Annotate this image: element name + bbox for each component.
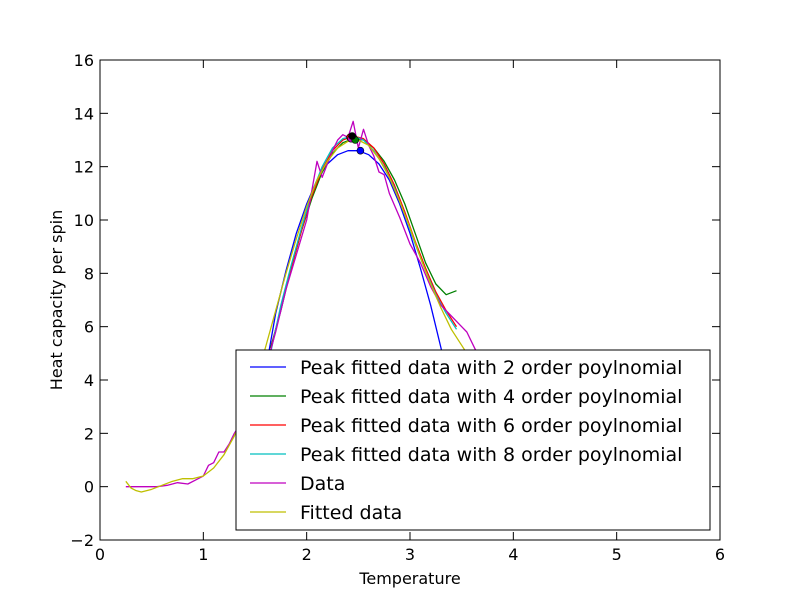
- y-axis-label: Heat capacity per spin: [47, 210, 66, 390]
- x-tick-label: 6: [715, 545, 725, 564]
- x-tick-label: 5: [612, 545, 622, 564]
- x-axis-label: Temperature: [358, 569, 460, 588]
- legend-label-4: Peak fitted data with 8 order poylnomial: [300, 444, 682, 466]
- x-tick-label: 2: [302, 545, 312, 564]
- y-tick-label: 2: [84, 424, 94, 443]
- y-tick-label: 12: [74, 158, 94, 177]
- legend-label-5: Data: [300, 473, 345, 495]
- x-tick-label: 0: [95, 545, 105, 564]
- y-tick-label: 4: [84, 371, 94, 390]
- peak-marker-5: [356, 146, 365, 155]
- legend-box: [235, 349, 711, 531]
- x-tick-label: 3: [405, 545, 415, 564]
- legend-label-6: Fitted data: [300, 502, 402, 524]
- legend-label-1: Peak fitted data with 2 order poylnomial: [300, 357, 682, 379]
- y-tick-label: 0: [84, 478, 94, 497]
- legend-label-2: Peak fitted data with 4 order poylnomial: [300, 386, 682, 408]
- x-tick-label: 4: [508, 545, 518, 564]
- y-tick-label: −2: [70, 531, 94, 550]
- legend-label-3: Peak fitted data with 6 order poylnomial: [300, 415, 682, 437]
- y-tick-label: 8: [84, 264, 94, 283]
- peak-marker-6: [348, 132, 356, 140]
- series-line-3: [269, 135, 458, 351]
- y-tick-label: 6: [84, 318, 94, 337]
- series-line-6: [125, 139, 483, 493]
- y-tick-label: 14: [74, 104, 94, 123]
- legend: Peak fitted data with 2 order poylnomial…: [235, 349, 711, 531]
- y-tick-label: 10: [74, 211, 94, 230]
- x-tick-label: 1: [198, 545, 208, 564]
- series-layer: [125, 120, 483, 493]
- y-tick-label: 16: [74, 51, 94, 70]
